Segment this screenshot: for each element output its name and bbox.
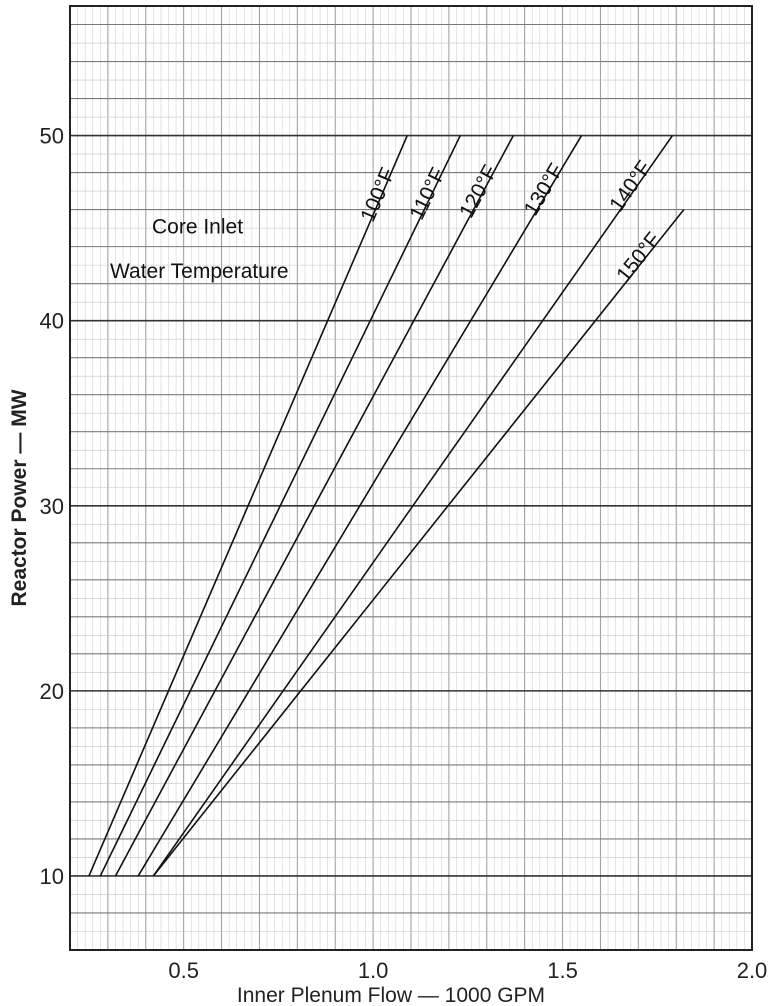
y-tick-label: 50 bbox=[40, 124, 64, 149]
x-tick-label: 1.0 bbox=[358, 958, 389, 983]
series-line-1 bbox=[99, 135, 461, 877]
tick-labels: 0.5 1.0 1.5 2.0 10 20 30 40 50 bbox=[40, 124, 768, 983]
y-tick-label: 30 bbox=[40, 494, 64, 519]
plot-frame bbox=[69, 5, 753, 951]
x-tick-label: 0.5 bbox=[168, 958, 199, 983]
series-line-4 bbox=[152, 135, 674, 877]
y-tick-label: 10 bbox=[40, 864, 64, 889]
annotation-line-2: Water Temperature bbox=[110, 260, 289, 283]
series-line-3 bbox=[137, 135, 583, 877]
series-label-3: 130°F bbox=[520, 160, 569, 220]
series-layer bbox=[88, 135, 685, 877]
annotation-line-1: Core Inlet bbox=[152, 216, 243, 239]
series-line-5 bbox=[152, 209, 685, 877]
y-axis-label: Reactor Power — MW bbox=[8, 389, 31, 606]
x-axis-label: Inner Plenum Flow — 1000 GPM bbox=[237, 984, 545, 1006]
y-tick-label: 40 bbox=[40, 309, 64, 334]
y-tick-label: 20 bbox=[40, 679, 64, 704]
series-label-0: 100°F bbox=[356, 164, 399, 225]
x-tick-label: 1.5 bbox=[547, 958, 578, 983]
series-line-0 bbox=[88, 135, 408, 877]
x-tick-label: 2.0 bbox=[737, 958, 768, 983]
series-line-2 bbox=[114, 135, 515, 877]
grid bbox=[69, 5, 753, 951]
series-label-2: 120°F bbox=[455, 161, 502, 221]
